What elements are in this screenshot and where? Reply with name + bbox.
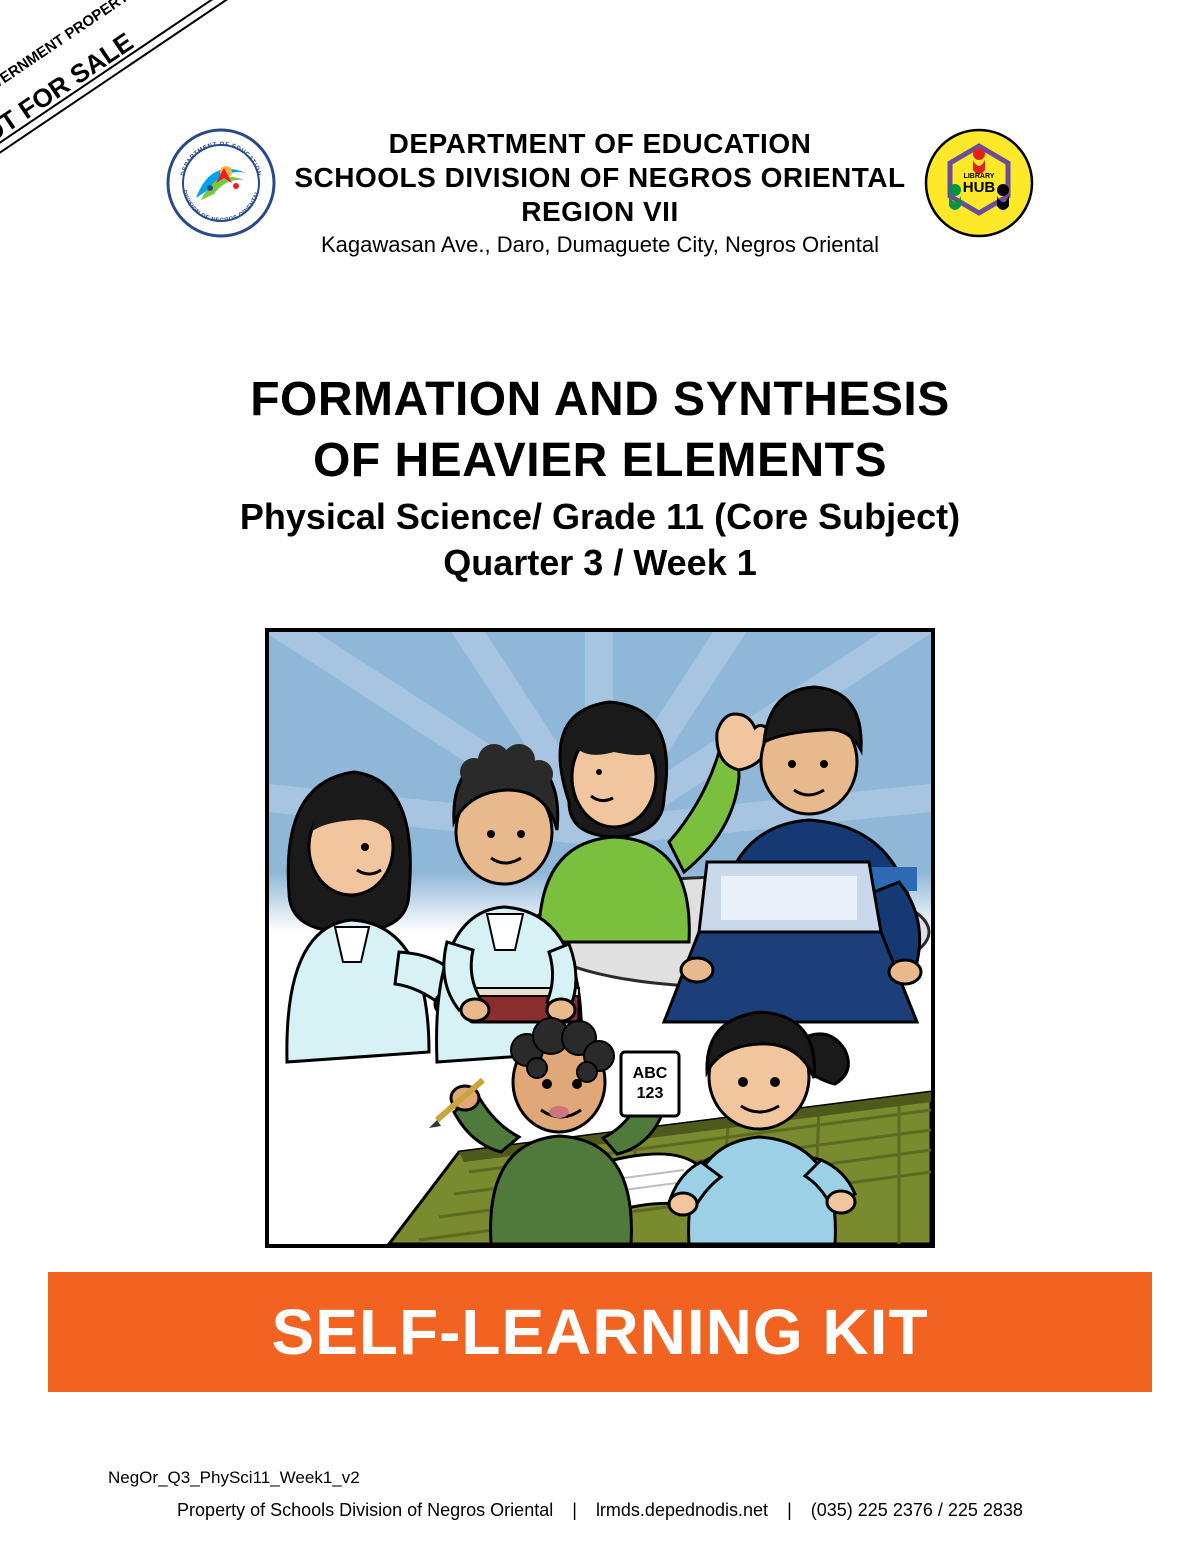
deped-seal-icon: DEPARTMENT OF EDUCATION DIVISION OF NEGR… [166,128,276,238]
library-hub-icon: LIBRARY HUB [924,128,1034,238]
header-address: Kagawasan Ave., Daro, Dumaguete City, Ne… [294,232,905,258]
hub-label-big: HUB [962,179,995,196]
banner-label: SELF-LEARNING KIT [272,1295,929,1369]
title-period: Quarter 3 / Week 1 [0,542,1200,584]
document-code: NegOr_Q3_PhySci11_Week1_v2 [108,1468,360,1488]
footer-phone: (035) 225 2376 / 225 2838 [811,1500,1023,1520]
footer-owner: Property of Schools Division of Negros O… [177,1500,553,1520]
card-text-abc: ABC [633,1065,668,1082]
header-text: DEPARTMENT OF EDUCATION SCHOOLS DIVISION… [294,128,905,258]
self-learning-kit-banner: SELF-LEARNING KIT [48,1272,1152,1392]
title-line2: OF HEAVIER ELEMENTS [0,433,1200,488]
cover-illustration: ABC 123 [265,628,935,1248]
footer-sep-2: | [787,1500,792,1520]
footer-site: lrmds.depednodis.net [596,1500,768,1520]
footer: Property of Schools Division of Negros O… [0,1500,1200,1521]
card-text-123: 123 [637,1085,664,1102]
header-line2: SCHOOLS DIVISION OF NEGROS ORIENTAL [294,162,905,194]
title-block: FORMATION AND SYNTHESIS OF HEAVIER ELEME… [0,372,1200,584]
header-line1: DEPARTMENT OF EDUCATION [294,128,905,160]
corner-text-gov: GOVERNMENT PROPERTY [0,0,140,106]
title-subject: Physical Science/ Grade 11 (Core Subject… [0,496,1200,538]
header-line3: REGION VII [294,196,905,228]
footer-sep-1: | [572,1500,577,1520]
title-line1: FORMATION AND SYNTHESIS [0,372,1200,427]
header: DEPARTMENT OF EDUCATION DIVISION OF NEGR… [0,128,1200,258]
